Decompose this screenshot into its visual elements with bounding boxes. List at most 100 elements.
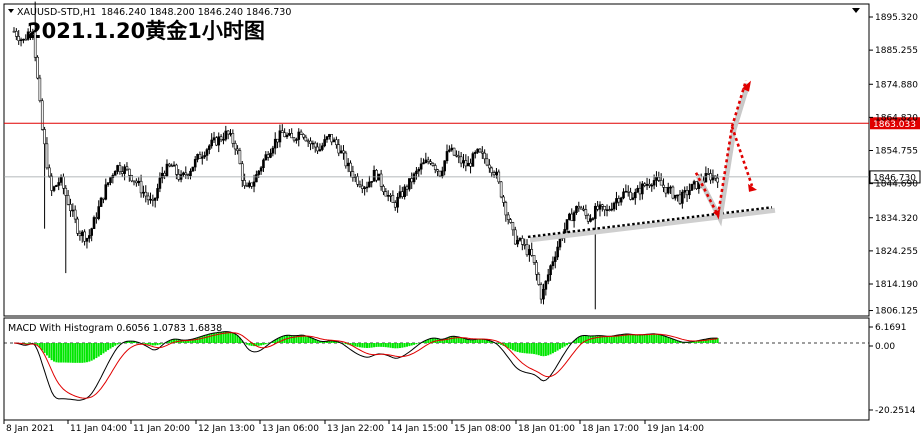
candle-body — [539, 284, 543, 300]
candle-body — [438, 170, 442, 177]
candle-body — [629, 191, 632, 200]
candle-body — [422, 162, 425, 165]
candle-body — [349, 162, 352, 172]
candle-body — [191, 166, 195, 172]
candle-body — [57, 182, 61, 186]
candle-body — [462, 160, 465, 164]
candle-body — [210, 139, 213, 147]
x-tick-label: 13 Jan 22:00 — [327, 424, 384, 434]
candle-body — [492, 172, 496, 176]
candle-body — [490, 167, 494, 173]
candle-body — [601, 204, 604, 207]
candle-body — [596, 205, 599, 210]
price-axis: 1895.320 1885.255 1874.880 1864.820 1854.755… — [869, 13, 918, 317]
candle-body — [476, 148, 479, 153]
candle-body — [412, 173, 416, 183]
candle-body — [43, 129, 46, 145]
candle-body — [24, 38, 28, 41]
candle-body — [269, 152, 272, 158]
candle-body — [528, 249, 531, 256]
y-tick-label: 1806.125 — [875, 307, 918, 317]
candle-body — [436, 169, 439, 172]
candle-body — [481, 151, 484, 154]
candle-body — [325, 136, 329, 140]
price-panel-frame — [3, 3, 870, 317]
candle-body — [193, 159, 197, 168]
macd-tick-label: 6.1691 — [875, 323, 907, 333]
candle-body — [83, 231, 86, 242]
candle-body — [189, 170, 192, 176]
candle-body — [429, 161, 432, 164]
candle-body — [553, 256, 557, 262]
candle-body — [403, 186, 406, 197]
candle-body — [184, 172, 188, 176]
ohlc-readout: 1846.240 1848.200 1846.240 1846.730 — [101, 7, 291, 18]
candle-body — [513, 229, 517, 245]
candle-body — [685, 190, 689, 196]
candle-body — [299, 131, 303, 135]
candle-body — [196, 154, 199, 160]
candle-body — [330, 134, 334, 143]
candle-body — [365, 186, 369, 189]
candle-body — [80, 231, 84, 237]
candle-body — [650, 184, 654, 187]
candle-body — [128, 168, 131, 176]
candle-body — [215, 137, 218, 146]
candle-body — [532, 255, 536, 263]
candle-body — [182, 172, 185, 175]
candle-body — [344, 152, 348, 167]
candle-body — [678, 194, 682, 204]
candle-body — [257, 170, 261, 175]
candle-body — [379, 173, 383, 187]
candle-body — [450, 147, 454, 151]
candle-body — [22, 38, 25, 41]
candle-body — [297, 131, 301, 140]
candle-body — [471, 153, 475, 167]
current-price-label: 1846.730 — [873, 173, 916, 183]
candle-body — [690, 183, 694, 191]
candle-body — [577, 205, 581, 209]
candle-body — [328, 134, 331, 137]
forecast-shadow — [695, 82, 751, 227]
candle-body — [368, 181, 371, 188]
candle-body — [102, 197, 105, 200]
candle-body — [264, 154, 268, 161]
candle-body — [285, 134, 289, 138]
candle-body — [342, 150, 345, 154]
candle-body — [238, 150, 242, 165]
candle-body — [417, 168, 421, 172]
candle-body — [337, 144, 341, 154]
candle-body — [135, 180, 138, 184]
candle-body — [88, 235, 91, 239]
candle-body — [692, 181, 696, 185]
dropdown-arrow-icon[interactable] — [8, 9, 14, 13]
candle-body — [73, 209, 77, 220]
candle-body — [523, 244, 526, 246]
candle-body — [716, 177, 719, 183]
candle-body — [219, 136, 223, 141]
candle-body — [231, 133, 235, 144]
candle-body — [85, 238, 89, 242]
candle-body — [198, 154, 202, 159]
candle-body — [495, 171, 498, 176]
time-axis: 8 Jan 2021 11 Jan 04:00 11 Jan 20:00 12 Jan… — [3, 420, 704, 434]
candle-body — [316, 146, 319, 152]
close-chart-icon[interactable] — [852, 8, 860, 13]
candle-body — [711, 175, 715, 181]
candle-body — [426, 159, 430, 162]
candle-body — [643, 183, 646, 186]
candle-body — [542, 289, 545, 300]
candle-body — [506, 214, 510, 220]
candle-body — [546, 274, 550, 282]
candle-body — [433, 165, 437, 170]
candle-body — [516, 240, 519, 245]
candle-body — [415, 170, 418, 175]
candle-body — [452, 147, 456, 156]
x-tick-label: 18 Jan 17:00 — [582, 424, 639, 434]
candle-body — [521, 238, 524, 245]
candle-body — [645, 183, 649, 186]
x-tick-label: 14 Jan 15:00 — [391, 424, 448, 434]
candle-body — [302, 134, 305, 138]
candle-body — [64, 187, 68, 196]
candle-body — [384, 191, 388, 197]
